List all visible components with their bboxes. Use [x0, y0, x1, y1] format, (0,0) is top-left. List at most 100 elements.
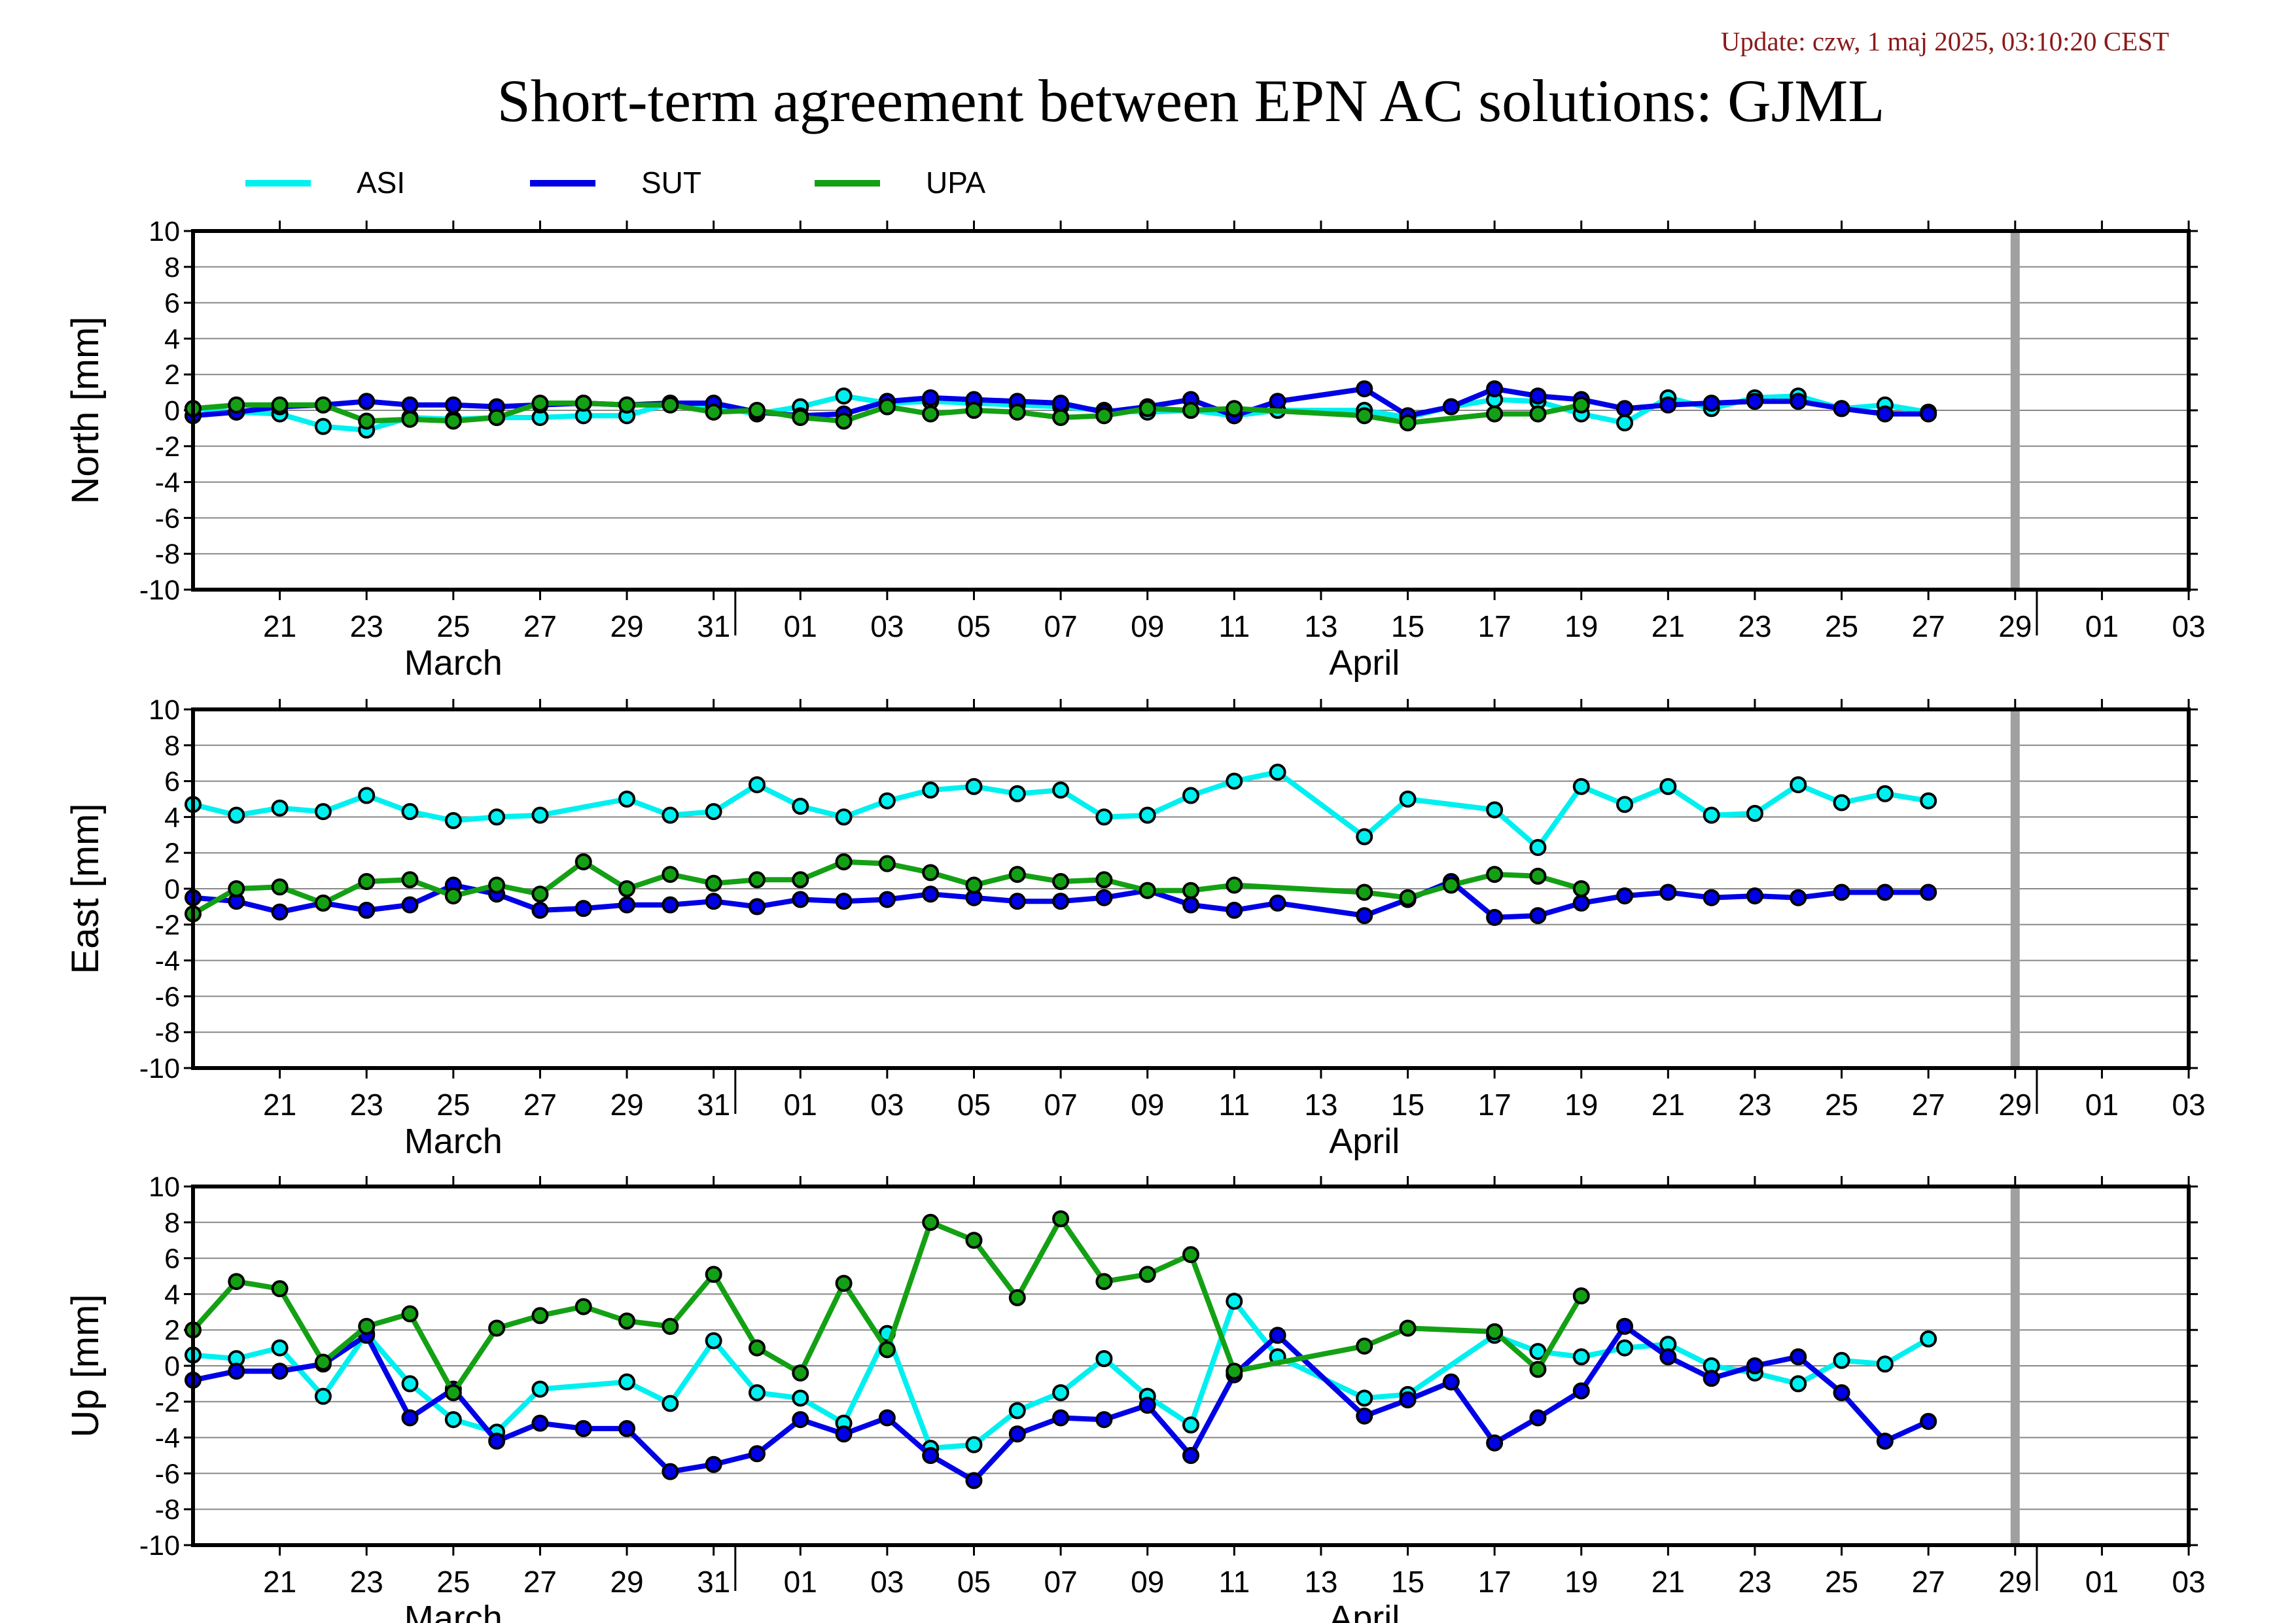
legend-label-sut: SUT [641, 166, 701, 200]
x-tick-label: 11 [1218, 609, 1250, 643]
x-tick-label: 27 [1912, 1565, 1945, 1599]
y-tick-label: -6 [155, 981, 180, 1012]
data-point-sut [271, 1363, 289, 1380]
data-point-asi [1616, 1339, 1634, 1357]
data-point-sut [271, 903, 289, 921]
x-tick-label: 19 [1564, 609, 1598, 643]
data-point-asi [662, 1395, 679, 1412]
y-tick-label: -8 [155, 1494, 180, 1525]
data-point-sut [922, 885, 940, 903]
data-point-asi [1572, 1348, 1590, 1366]
data-point-upa [1139, 1266, 1156, 1283]
data-point-asi [1790, 776, 1807, 794]
series-line-sut [192, 386, 1929, 419]
y-tick-label: -2 [155, 431, 180, 463]
data-point-upa [1008, 1289, 1026, 1306]
data-point-upa [792, 871, 809, 889]
x-tick-label: 19 [1564, 1088, 1598, 1122]
x-tick-label: 03 [870, 1565, 904, 1599]
data-point-asi [835, 808, 853, 826]
x-tick-label: 31 [697, 1565, 730, 1599]
y-tick-label: 8 [164, 1207, 180, 1239]
x-tick-label: 21 [1651, 1565, 1685, 1599]
y-tick-label: -2 [155, 1387, 180, 1418]
data-point-sut [835, 1425, 853, 1443]
data-point-sut [574, 1419, 592, 1437]
data-point-upa [228, 396, 245, 414]
data-point-asi [965, 1436, 983, 1454]
data-point-asi [1399, 791, 1417, 808]
y-tick-label: -8 [155, 1017, 180, 1048]
data-point-sut [878, 891, 896, 908]
panel-frame [191, 707, 2191, 1070]
data-point-sut [748, 1445, 766, 1463]
data-point-sut [922, 1447, 940, 1464]
y-tick-label: -4 [155, 467, 180, 499]
data-point-sut [1746, 1357, 1763, 1374]
x-month-label: April [1329, 1122, 1400, 1161]
data-point-upa [618, 880, 636, 897]
x-tick-label: 09 [1131, 1565, 1164, 1599]
data-point-upa [1052, 873, 1070, 891]
x-tick-label: 01 [2085, 1565, 2119, 1599]
data-point-asi [401, 803, 419, 821]
data-point-sut [1269, 1327, 1286, 1344]
x-tick-label: 21 [1651, 609, 1685, 643]
data-point-asi [358, 787, 376, 804]
x-tick-label: 25 [436, 1088, 470, 1122]
data-point-upa [1399, 889, 1417, 906]
data-point-upa [1052, 1210, 1070, 1228]
data-point-upa [1139, 882, 1156, 899]
x-tick-label: 11 [1218, 1088, 1250, 1122]
data-point-upa [618, 396, 636, 414]
data-point-upa [705, 874, 722, 892]
data-point-upa [618, 1312, 636, 1330]
x-tick-label: 27 [523, 1088, 557, 1122]
data-point-sut [1095, 1411, 1113, 1429]
x-tick-label: 11 [1218, 1565, 1250, 1599]
data-point-upa [1486, 1323, 1504, 1340]
x-tick-label: 15 [1391, 1088, 1424, 1122]
x-tick-label: 21 [263, 609, 296, 643]
data-point-upa [1486, 405, 1504, 423]
data-point-asi [748, 1384, 766, 1402]
data-point-asi [271, 799, 289, 817]
data-point-upa [792, 1364, 809, 1382]
y-tick-label: 10 [149, 216, 180, 247]
data-point-sut [1052, 893, 1070, 910]
x-tick-label: 25 [1825, 1565, 1858, 1599]
data-point-asi [1182, 1416, 1199, 1434]
y-tick-label: -6 [155, 1458, 180, 1489]
series-line-sut [192, 1323, 1930, 1484]
data-point-sut [618, 1419, 636, 1437]
data-point-sut [662, 896, 679, 914]
y-tick-label: -10 [139, 1530, 180, 1561]
x-month-label: March [404, 1122, 503, 1161]
data-point-sut [1659, 396, 1677, 414]
y-tick-label: 4 [164, 802, 180, 833]
data-point-upa [1182, 882, 1199, 899]
data-point-sut [1876, 883, 1894, 901]
data-point-upa [748, 871, 766, 889]
panel-frame [191, 229, 2191, 592]
data-point-asi [1616, 796, 1634, 813]
data-point-asi [314, 803, 332, 821]
data-point-upa [574, 395, 592, 412]
data-point-sut [1703, 395, 1720, 412]
x-tick-label: 23 [1738, 1565, 1771, 1599]
series-line-upa [191, 1216, 1584, 1396]
data-point-upa [531, 395, 549, 412]
x-tick-label: 23 [350, 1565, 383, 1599]
data-point-upa [1182, 402, 1199, 419]
data-point-sut [1269, 894, 1286, 912]
x-tick-label: 25 [436, 609, 470, 643]
data-point-asi [1833, 1351, 1850, 1369]
data-point-sut [488, 1433, 506, 1450]
data-point-upa [878, 398, 896, 416]
x-tick-label: 17 [1478, 609, 1511, 643]
data-point-sut [1442, 398, 1460, 416]
x-tick-label: 09 [1131, 609, 1164, 643]
data-point-asi [1139, 806, 1156, 824]
data-point-upa [314, 1353, 332, 1371]
data-point-upa [965, 402, 983, 419]
